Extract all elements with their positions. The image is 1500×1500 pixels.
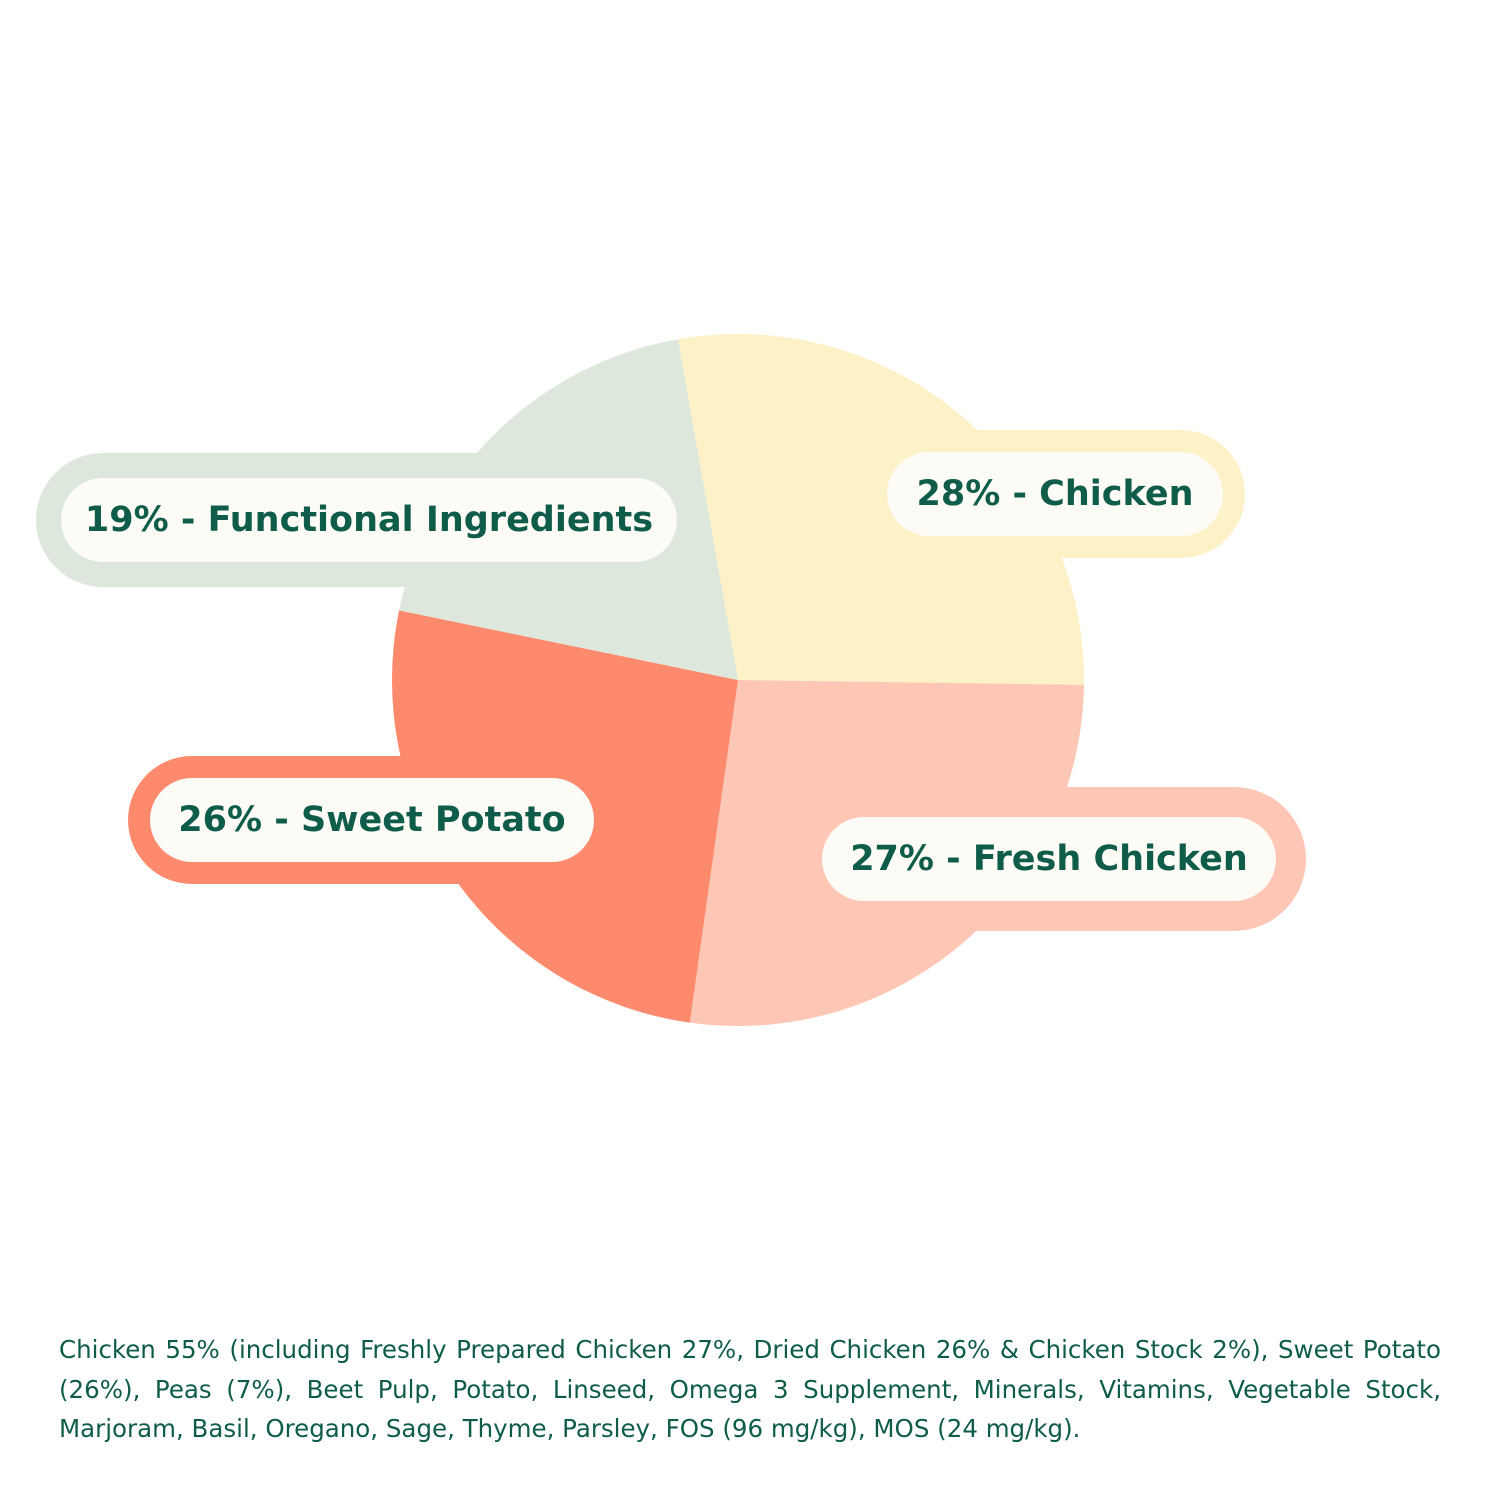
label-pill-1 — [822, 817, 1276, 901]
label-pill-3 — [61, 478, 677, 562]
slice-label-1: 27% - Fresh Chicken — [850, 839, 1248, 879]
pie-chart: 28% - Chicken 27% - Fresh Chicken 26% - Sw… — [36, 334, 1306, 1026]
slice-label-3: 19% - Functional Ingredients — [85, 500, 653, 540]
label-pill-2 — [150, 778, 594, 862]
label-pill-0 — [887, 452, 1223, 536]
ingredients-list: Chicken 55% (including Freshly Prepared … — [59, 1335, 1441, 1443]
pie-labels: 28% - Chicken 27% - Fresh Chicken 26% - Sw… — [36, 430, 1306, 931]
slice-label-0: 28% - Chicken — [916, 474, 1193, 514]
slice-label-2: 26% - Sweet Potato — [178, 800, 565, 840]
